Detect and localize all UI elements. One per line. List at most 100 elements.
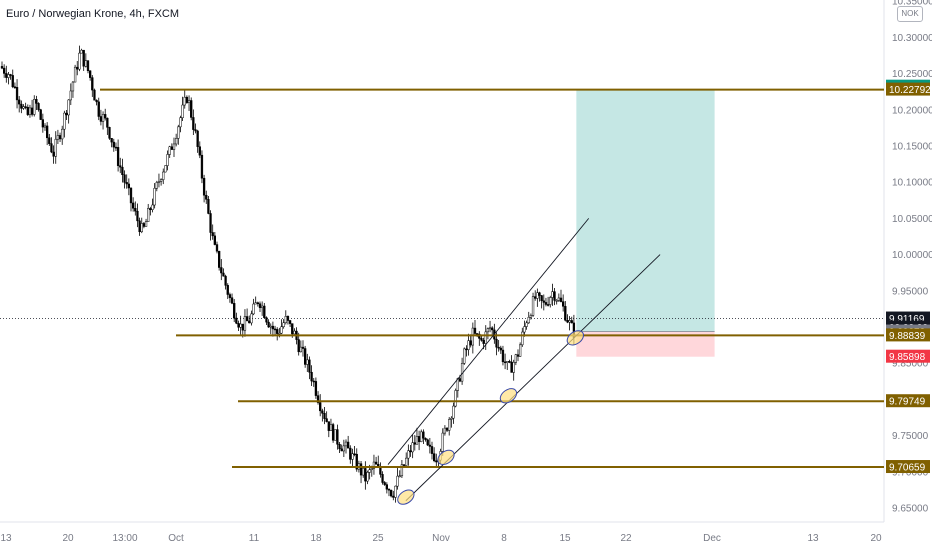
time-tick-label: Dec — [703, 533, 721, 544]
time-axis: 13 20 13:00 Oct 11 18 25 Nov 8 15 22 Dec 13 20 — [0, 533, 882, 544]
price-label-tag — [886, 460, 930, 474]
candle-body — [314, 381, 318, 396]
candle-body — [46, 125, 49, 139]
currency-button[interactable]: NOK — [897, 6, 923, 22]
candle-body — [420, 431, 423, 442]
candle-body — [269, 325, 272, 328]
candle-body — [0, 66, 4, 69]
candle-body — [52, 151, 55, 157]
candle-body — [501, 349, 505, 363]
candle-body — [93, 89, 96, 101]
candle-body — [377, 463, 380, 467]
candle-body — [282, 322, 285, 327]
time-tick-label: 25 — [372, 533, 384, 544]
candle-body — [157, 181, 161, 183]
candle-body — [222, 272, 225, 277]
candle-body — [370, 468, 373, 470]
candle-body — [566, 319, 569, 323]
candle-body — [443, 427, 447, 434]
candle-body — [58, 135, 62, 140]
price-label-text: 10.22792 — [889, 85, 931, 96]
candle-body — [142, 223, 146, 227]
candle-body — [512, 362, 515, 373]
candle-body — [33, 99, 36, 115]
candle-body — [465, 348, 468, 351]
candle-body — [224, 275, 227, 286]
candle-body — [18, 99, 21, 105]
candle-body — [553, 291, 556, 301]
price-tick-label: 10.10000 — [892, 178, 932, 189]
candle-body — [546, 304, 550, 306]
candle-body — [349, 447, 352, 460]
candle-body — [405, 457, 408, 466]
candle-body — [441, 432, 444, 452]
candle-body — [220, 267, 223, 274]
time-tick-label: 13 — [0, 533, 12, 544]
candle-body — [448, 419, 451, 431]
candle-body — [65, 112, 68, 116]
candle-body — [381, 474, 384, 483]
candle-body — [495, 338, 498, 348]
candle-body — [480, 338, 483, 341]
candle-body — [108, 127, 111, 139]
candle-body — [430, 446, 434, 454]
price-tick-label: 10.30000 — [892, 33, 932, 44]
candle-body — [336, 429, 339, 445]
candle-body — [101, 114, 105, 122]
candle-body — [82, 49, 85, 67]
candle-body — [30, 107, 34, 115]
candle-body — [265, 317, 268, 323]
candle-body — [527, 317, 530, 324]
candle-body — [258, 303, 262, 308]
candle-body — [35, 99, 38, 104]
candle-body — [99, 116, 103, 122]
candle-body — [473, 327, 477, 334]
price-tick-label: 9.75000 — [892, 431, 929, 442]
candle-body — [112, 141, 115, 148]
candle-body — [544, 302, 548, 305]
candle-body — [261, 305, 264, 308]
touch-marker — [499, 388, 518, 404]
candle-body — [235, 317, 238, 324]
candle-body — [22, 106, 25, 109]
candle-body — [144, 221, 148, 227]
candle-body — [127, 183, 130, 189]
candle-body — [467, 340, 470, 350]
candle-body — [230, 297, 234, 304]
candle-body — [514, 354, 518, 363]
time-tick-label: 20 — [62, 533, 74, 544]
price-tick-label: 10.15000 — [892, 142, 932, 153]
candle-body — [9, 74, 12, 76]
candle-body — [476, 333, 479, 335]
candle-body — [304, 348, 307, 365]
candle-body — [538, 292, 541, 296]
price-label-tag — [886, 349, 930, 363]
candle-body — [450, 417, 453, 420]
candle-body — [43, 125, 47, 128]
candle-body — [200, 154, 204, 179]
candle-body — [187, 100, 191, 103]
candle-body — [196, 130, 199, 147]
candle-body — [41, 119, 45, 128]
candle-body — [452, 405, 455, 419]
candle-body — [177, 126, 180, 139]
candle-body — [454, 390, 457, 407]
candle-body — [411, 442, 414, 453]
candle-body — [321, 410, 324, 414]
candle-body — [97, 101, 100, 117]
candle-body — [80, 49, 83, 54]
candle-body — [372, 461, 376, 469]
candle-body — [417, 436, 421, 442]
candle-body — [267, 321, 270, 328]
candle-body — [344, 441, 348, 447]
price-label-tag — [886, 82, 930, 96]
price-label-text: 9.91169 — [889, 314, 925, 325]
candle-body — [301, 346, 305, 349]
candle-body — [76, 66, 79, 70]
price-tick-label: 9.85000 — [892, 359, 929, 370]
candle-body — [181, 104, 184, 118]
candle-body — [273, 328, 277, 331]
candle-body — [280, 326, 283, 334]
candle-body — [424, 437, 427, 441]
